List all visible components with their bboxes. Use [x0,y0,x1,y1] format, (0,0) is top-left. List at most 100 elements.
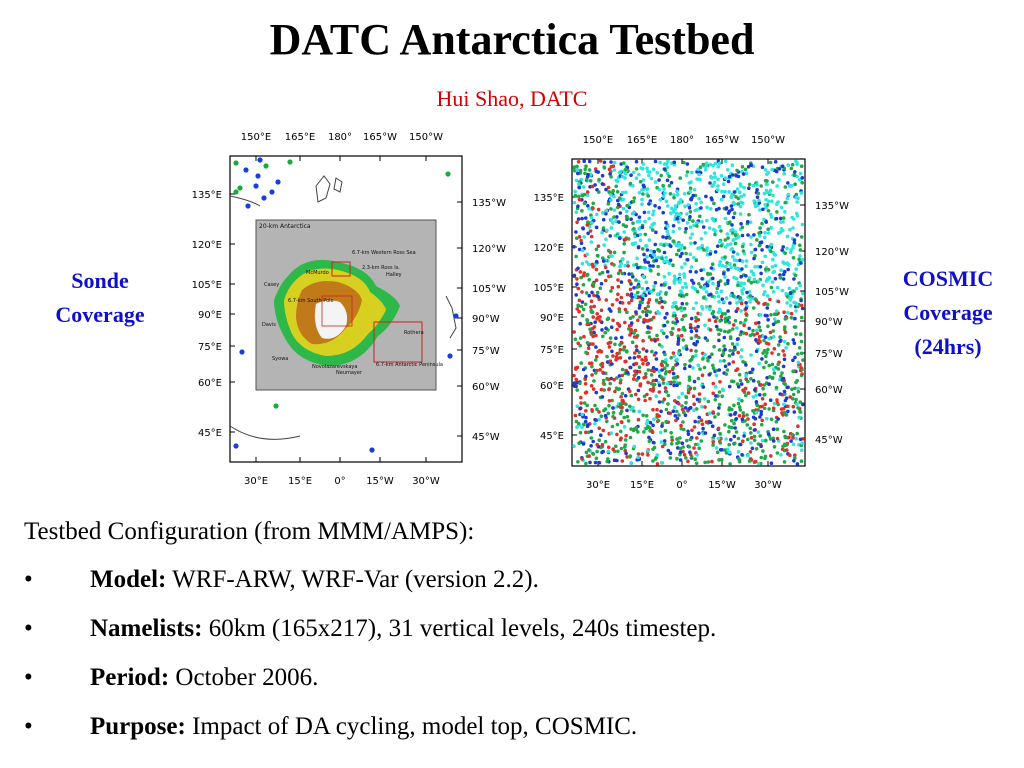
cosmic-point [657,390,662,394]
cosmic-point [746,379,750,384]
cosmic-point [666,448,671,453]
cosmic-point [769,215,774,219]
cosmic-point [799,351,804,356]
cosmic-point [771,257,775,262]
cosmic-point [682,272,686,276]
cosmic-point [734,368,738,373]
cosmic-point [763,235,767,240]
cosmic-point [772,445,777,449]
cosmic-point [679,308,684,313]
cosmic-point [593,422,597,426]
cosmic-point [614,355,619,359]
cosmic-label-line3: (24hrs) [914,334,982,359]
cosmic-point [614,219,618,223]
cosmic-point [664,199,669,204]
cosmic-point [781,272,786,277]
cosmic-point [671,326,675,331]
cosmic-point [737,372,742,377]
cosmic-point [667,271,671,276]
cosmic-point [786,342,790,346]
cosmic-point [641,178,646,182]
cosmic-point [717,368,722,372]
cosmic-point [589,216,594,220]
cosmic-point [605,269,610,274]
cosmic-point [666,232,670,236]
cosmic-point [595,449,599,454]
cosmic-point [579,304,584,309]
cosmic-point [727,384,732,389]
cosmic-point [609,289,613,293]
cosmic-point [622,425,627,429]
cosmic-point [785,448,789,452]
sonde-points [233,157,459,453]
cosmic-point [728,242,733,246]
cosmic-point [593,183,597,187]
cosmic-point [577,197,582,202]
cosmic-point [586,346,591,351]
cosmic-point [762,365,766,370]
cosmic-point [782,339,787,344]
cosmic-point [589,436,594,440]
cosmic-point [795,162,799,167]
cosmic-point [729,438,733,442]
cosmic-point [727,262,732,266]
cosmic-point [694,301,698,305]
cosmic-point [613,342,617,347]
cosmic-point [607,190,611,194]
cosmic-point [578,270,583,274]
cosmic-point [738,408,743,412]
cosmic-point [688,189,692,194]
cosmic-point [699,439,704,443]
cosmic-point [627,272,631,276]
cosmic-point [723,364,728,369]
cosmic-point [765,351,769,355]
cosmic-point [597,190,601,194]
cosmic-point [662,439,667,443]
cosmic-point [604,208,609,213]
cosmic-point [600,173,605,178]
cosmic-point [680,285,685,290]
cosmic-point [783,382,787,387]
cosmic-point [744,393,748,398]
cosmic-point [684,173,689,178]
cosmic-point [608,274,613,278]
cosmic-point [581,367,586,372]
cosmic-point [660,328,664,333]
cosmic-point [751,395,756,399]
cosmic-point [637,369,642,374]
cosmic-point [646,210,651,215]
cosmic-point [765,416,769,421]
cosmic-point [792,289,796,293]
cosmic-point [584,350,588,355]
cosmic-point [753,416,758,421]
cosmic-point [722,344,726,348]
cosmic-point [752,438,757,443]
cosmic-point [690,196,694,200]
cosmic-point [636,455,640,460]
cosmic-point [712,315,716,319]
cosmic-point [609,193,613,197]
cosmic-point [709,292,713,297]
cosmic-point [590,364,594,369]
cosmic-point [620,174,625,179]
cosmic-point [598,272,602,276]
cosmic-point [776,299,781,304]
cosmic-point [761,449,765,453]
cosmic-point [603,439,608,444]
tick-label: 45°W [472,432,500,443]
cosmic-point [572,166,576,170]
cosmic-point [706,460,711,464]
tick-label: 30°E [244,476,268,487]
tick-label: 135°W [472,198,506,209]
cosmic-point [729,413,733,417]
cosmic-point [695,221,699,225]
cosmic-point [736,307,740,311]
cosmic-point [782,429,786,434]
cosmic-point [790,215,794,220]
cosmic-point [760,438,765,443]
cosmic-point [795,233,799,237]
cosmic-point [662,275,667,279]
cosmic-point [701,296,706,300]
cosmic-point [794,397,798,402]
cosmic-point [693,241,697,245]
